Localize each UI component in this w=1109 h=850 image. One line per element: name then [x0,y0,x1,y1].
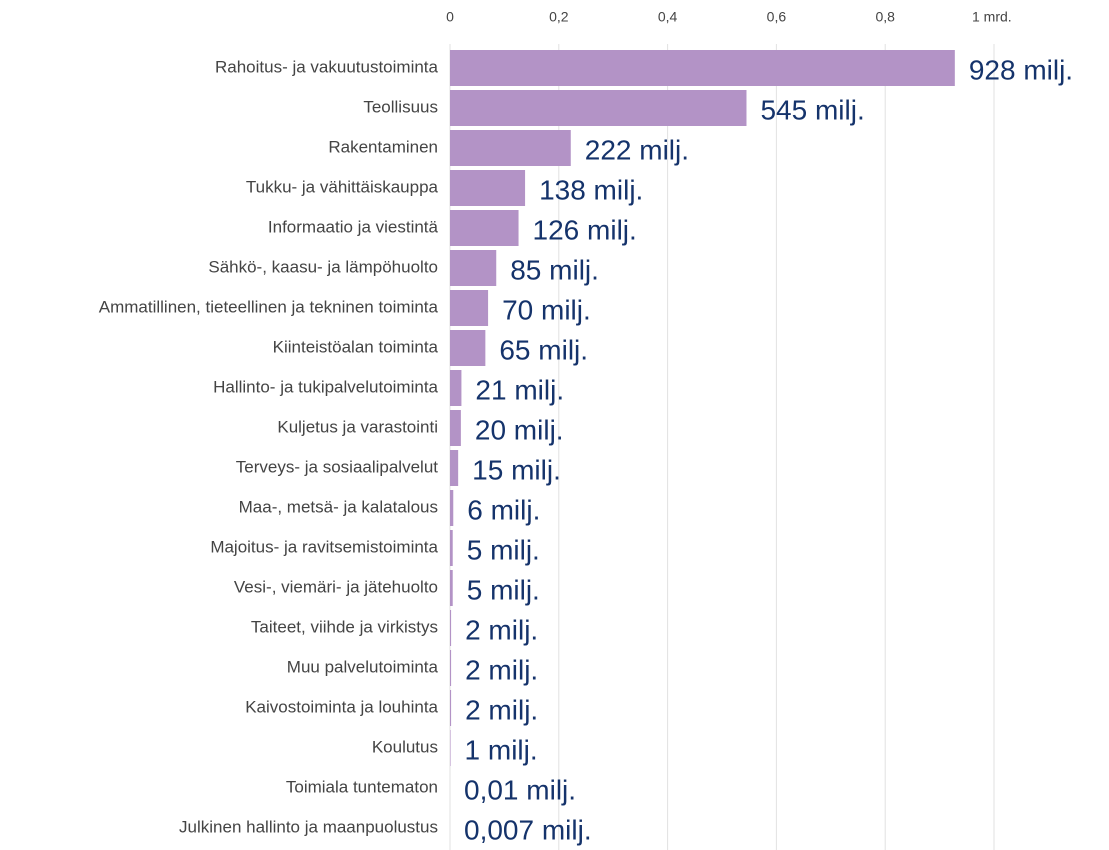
category-label: Rahoitus- ja vakuutustoiminta [215,57,439,76]
x-tick-label: 1 mrd. [972,9,1012,25]
value-label: 0,01 milj. [464,774,576,805]
value-label: 65 milj. [499,334,588,365]
bar [450,130,571,166]
x-tick-label: 0 [446,9,454,25]
category-label: Vesi-, viemäri- ja jätehuolto [234,577,438,596]
value-label: 2 milj. [465,694,538,725]
bar [450,690,452,726]
value-label: 20 milj. [475,414,564,445]
x-tick-label: 0,2 [549,9,569,25]
bar [450,210,519,246]
value-label: 15 milj. [472,454,561,485]
bar [450,490,454,526]
value-label: 6 milj. [467,494,540,525]
bar [450,50,955,86]
category-label: Maa-, metsä- ja kalatalous [239,497,438,516]
value-label: 70 milj. [502,294,591,325]
bar [450,650,452,686]
value-label: 222 milj. [585,134,689,165]
value-label: 928 milj. [969,54,1073,85]
value-label: 545 milj. [760,94,864,125]
value-label: 2 milj. [465,654,538,685]
category-label: Terveys- ja sosiaalipalvelut [236,457,438,476]
x-tick-label: 0,8 [875,9,895,25]
value-label: 2 milj. [465,614,538,645]
value-label: 138 milj. [539,174,643,205]
value-label: 5 milj. [467,574,540,605]
value-label: 5 milj. [467,534,540,565]
category-label: Julkinen hallinto ja maanpuolustus [179,817,438,836]
value-label: 1 milj. [465,734,538,765]
category-label: Majoitus- ja ravitsemistoiminta [210,537,438,556]
bar [450,730,451,766]
category-label: Kaivostoiminta ja louhinta [245,697,438,716]
x-tick-label: 0,4 [658,9,678,25]
bar [450,530,453,566]
category-label: Tukku- ja vähittäiskauppa [246,177,439,196]
category-label: Sähkö-, kaasu- ja lämpöhuolto [208,257,438,276]
category-label: Teollisuus [363,97,438,116]
bar [450,410,461,446]
bar [450,290,489,326]
category-label: Informaatio ja viestintä [268,217,439,236]
bar [450,250,497,286]
value-label: 85 milj. [510,254,599,285]
bar [450,90,747,126]
category-label: Taiteet, viihde ja virkistys [251,617,438,636]
value-label: 21 milj. [475,374,564,405]
bar [450,370,462,406]
bar [450,570,453,606]
category-label: Ammatillinen, tieteellinen ja tekninen t… [99,297,439,316]
category-label: Toimiala tuntematon [286,777,438,796]
value-label: 126 milj. [533,214,637,245]
category-label: Kiinteistöalan toiminta [273,337,439,356]
bar [450,330,486,366]
x-tick-label: 0,6 [767,9,787,25]
value-label: 0,007 milj. [464,814,592,845]
category-label: Hallinto- ja tukipalvelutoiminta [213,377,438,396]
bar [450,170,526,206]
category-label: Kuljetus ja varastointi [277,417,438,436]
bar [450,610,452,646]
category-label: Rakentaminen [328,137,438,156]
category-label: Muu palvelutoiminta [287,657,439,676]
category-label: Koulutus [372,737,438,756]
bar [450,450,459,486]
